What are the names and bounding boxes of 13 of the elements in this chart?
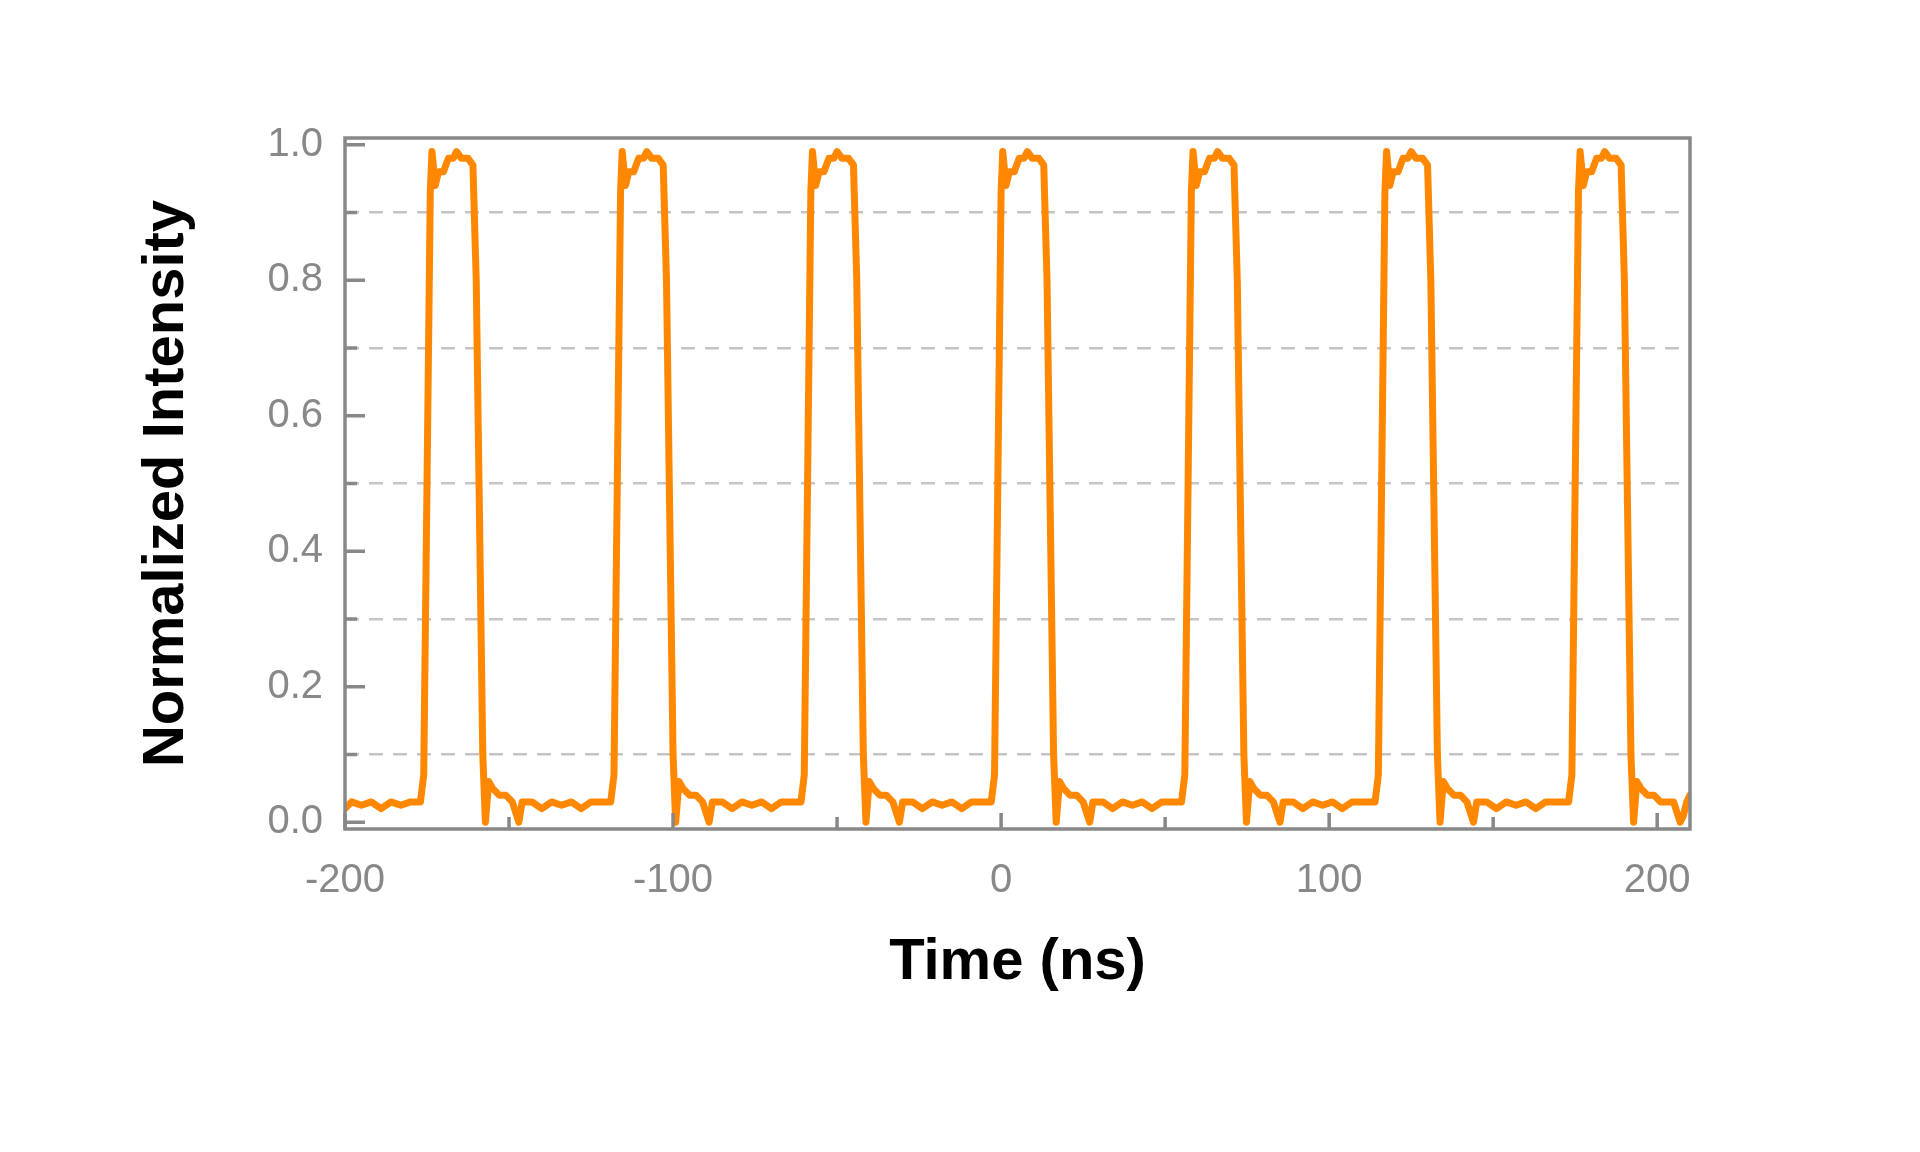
y-tick-label: 0.0: [267, 797, 323, 842]
y-tick-label: 0.2: [267, 661, 323, 706]
y-tick-label: 0.6: [267, 390, 323, 435]
x-tick-label: -100: [633, 856, 714, 901]
x-tick-label: -200: [304, 856, 386, 901]
y-tick-label: 1.0: [267, 119, 323, 164]
y-tick-label: 0.8: [267, 255, 323, 300]
x-tick-label: 100: [1295, 856, 1363, 901]
y-tick-label: 0.4: [267, 526, 323, 571]
x-tick-label: 0: [989, 856, 1013, 901]
x-tick-label: 200: [1623, 856, 1691, 901]
y-axis-title: Normalized Intensity: [129, 199, 195, 768]
x-axis-title: Time (ns): [889, 926, 1146, 992]
